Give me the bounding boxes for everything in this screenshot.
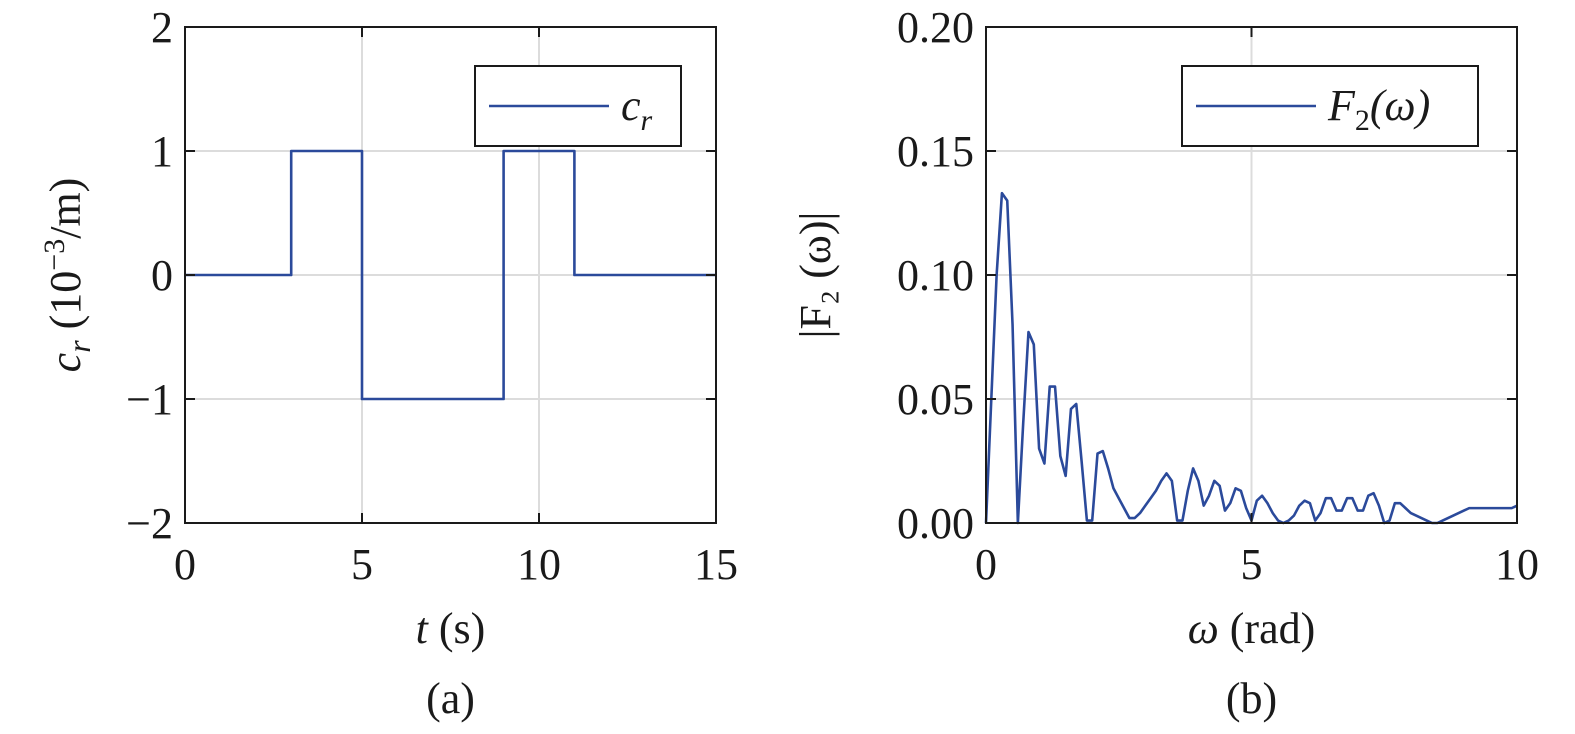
x-tick-label: 5 <box>1241 540 1263 589</box>
y-tick-label: 0.05 <box>897 375 974 424</box>
x-tick-label: 0 <box>174 540 196 589</box>
y-axis-label: |F₂ (ω)| <box>791 212 840 339</box>
legend-entry-label: cr <box>621 81 653 137</box>
x-axis-label: t (s) <box>416 604 486 653</box>
y-tick-label: 0.00 <box>897 499 974 548</box>
series-line <box>185 149 716 401</box>
x-tick-label: 5 <box>351 540 373 589</box>
y-tick-label: 0.15 <box>897 127 974 176</box>
y-tick-label: −2 <box>126 499 173 548</box>
x-axis-label: ω (rad) <box>1188 604 1316 653</box>
legend: cr <box>474 65 682 147</box>
y-tick-label: −1 <box>126 375 173 424</box>
panel-b: 0 5 10 0.00 0.05 0.10 0.15 0.20 ω (rad) (b) |F₂ (ω… <box>791 3 1539 723</box>
panel-label: (b) <box>1226 674 1277 723</box>
x-tick-label: 0 <box>975 540 997 589</box>
legend-entry-label: F2(ω) <box>1327 81 1430 137</box>
x-tick-label: 15 <box>694 540 738 589</box>
x-tick-label: 10 <box>517 540 561 589</box>
y-tick-label: 0.10 <box>897 251 974 300</box>
panel-a: 0 5 10 15 −2 −1 0 1 2 t (s) (a) cr (10−3/m) cr <box>38 3 738 723</box>
legend: F2(ω) <box>1181 65 1479 147</box>
y-tick-label: 1 <box>151 127 173 176</box>
panel-label: (a) <box>426 674 475 723</box>
y-tick-label: 2 <box>151 3 173 52</box>
x-tick-label: 10 <box>1495 540 1539 589</box>
y-axis-label: cr (10−3/m) <box>38 178 97 373</box>
y-tick-label: 0.20 <box>897 3 974 52</box>
y-tick-label: 0 <box>151 251 173 300</box>
